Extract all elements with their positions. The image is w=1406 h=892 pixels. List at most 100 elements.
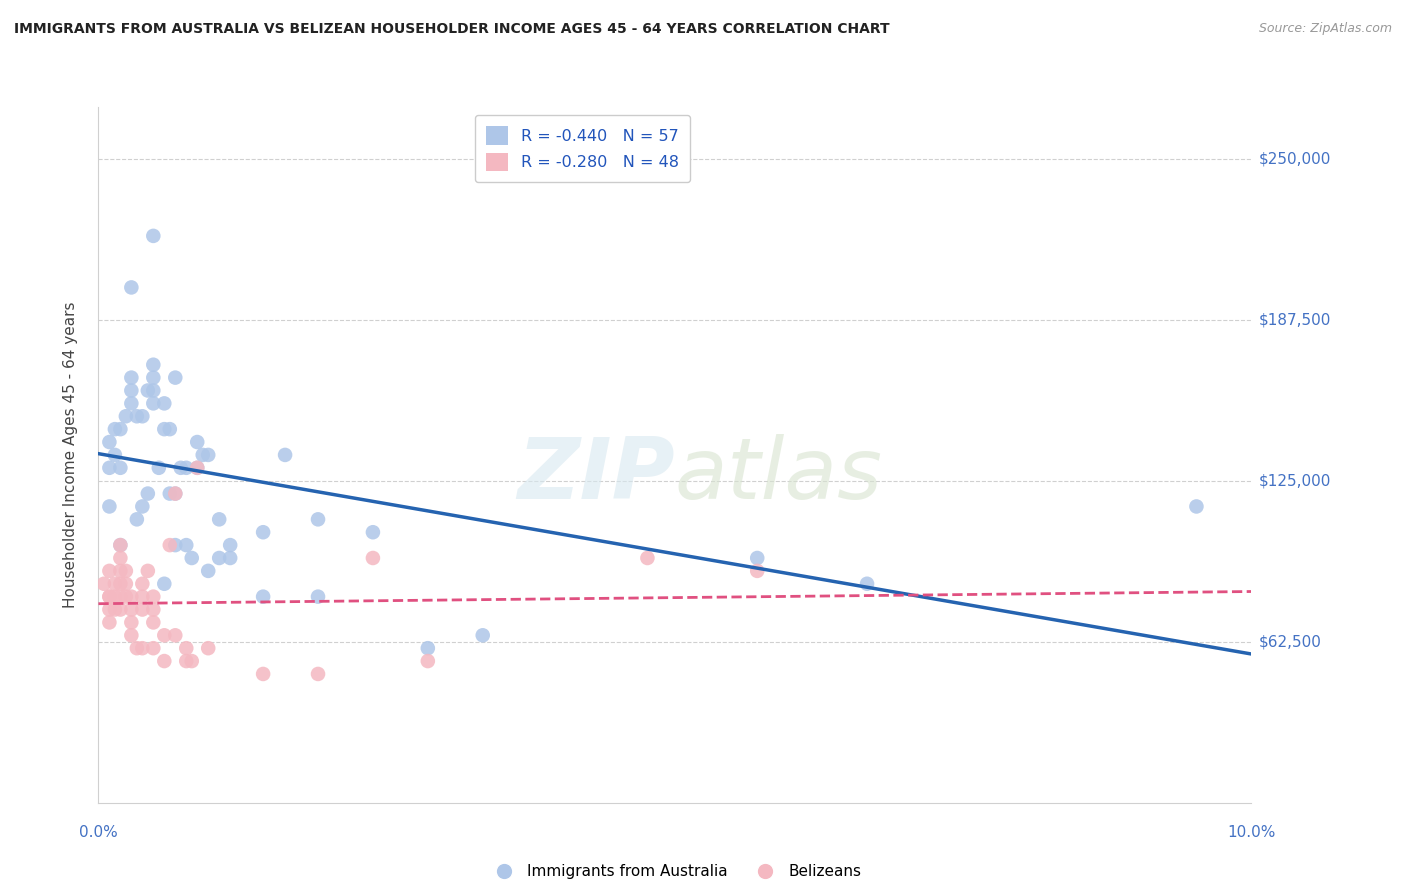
Point [104, 422, 127, 436]
Point [219, 538, 242, 552]
Point [115, 590, 138, 604]
Point [115, 409, 138, 424]
Point [159, 422, 181, 436]
Point [307, 512, 329, 526]
Point [98, 590, 121, 604]
Point [252, 525, 274, 540]
Point [274, 448, 297, 462]
Point [110, 460, 132, 475]
Point [208, 551, 231, 566]
Text: $62,500: $62,500 [1258, 634, 1322, 649]
Point [148, 460, 170, 475]
Point [110, 602, 132, 616]
Y-axis label: Householder Income Ages 45 - 64 years: Householder Income Ages 45 - 64 years [63, 301, 77, 608]
Point [471, 628, 494, 642]
Point [159, 538, 181, 552]
Point [197, 448, 219, 462]
Point [1185, 500, 1208, 514]
Point [142, 384, 165, 398]
Point [136, 564, 159, 578]
Point [98, 602, 121, 616]
Text: Source: ZipAtlas.com: Source: ZipAtlas.com [1258, 22, 1392, 36]
Point [142, 396, 165, 410]
Point [636, 551, 658, 566]
Point [159, 486, 181, 500]
Point [361, 551, 384, 566]
Point [110, 576, 132, 591]
Point [142, 602, 165, 616]
Point [98, 500, 121, 514]
Point [120, 396, 142, 410]
Point [186, 460, 208, 475]
Point [180, 654, 202, 668]
Text: 10.0%: 10.0% [1227, 825, 1275, 840]
Point [416, 654, 439, 668]
Point [361, 525, 384, 540]
Point [153, 422, 176, 436]
Point [125, 409, 148, 424]
Point [120, 590, 142, 604]
Point [93, 576, 115, 591]
Text: atlas: atlas [675, 434, 883, 517]
Point [110, 538, 132, 552]
Point [98, 460, 121, 475]
Point [120, 384, 142, 398]
Point [191, 448, 214, 462]
Point [136, 384, 159, 398]
Point [125, 641, 148, 656]
Point [98, 615, 121, 630]
Point [104, 590, 127, 604]
Point [165, 628, 187, 642]
Point [131, 590, 153, 604]
Point [219, 551, 242, 566]
Point [174, 654, 197, 668]
Point [174, 538, 197, 552]
Point [174, 641, 197, 656]
Text: $125,000: $125,000 [1258, 473, 1330, 488]
Point [98, 590, 121, 604]
Point [104, 576, 127, 591]
Point [142, 590, 165, 604]
Point [142, 370, 165, 384]
Point [153, 396, 176, 410]
Point [197, 641, 219, 656]
Point [115, 564, 138, 578]
Point [120, 602, 142, 616]
Point [98, 435, 121, 450]
Point [747, 564, 769, 578]
Point [131, 602, 153, 616]
Text: $250,000: $250,000 [1258, 151, 1330, 166]
Point [856, 576, 879, 591]
Point [120, 370, 142, 384]
Point [153, 628, 176, 642]
Point [131, 576, 153, 591]
Legend: Immigrants from Australia, Belizeans: Immigrants from Australia, Belizeans [482, 858, 868, 886]
Point [747, 551, 769, 566]
Point [98, 564, 121, 578]
Point [186, 460, 208, 475]
Point [142, 615, 165, 630]
Point [174, 460, 197, 475]
Point [165, 486, 187, 500]
Point [180, 551, 202, 566]
Point [110, 422, 132, 436]
Point [197, 564, 219, 578]
Point [110, 590, 132, 604]
Point [110, 564, 132, 578]
Point [165, 538, 187, 552]
Point [142, 228, 165, 243]
Point [110, 538, 132, 552]
Point [110, 551, 132, 566]
Point [131, 641, 153, 656]
Text: $187,500: $187,500 [1258, 312, 1330, 327]
Point [307, 667, 329, 681]
Point [104, 448, 127, 462]
Point [142, 641, 165, 656]
Point [125, 512, 148, 526]
Point [416, 641, 439, 656]
Point [136, 486, 159, 500]
Point [120, 615, 142, 630]
Point [307, 590, 329, 604]
Point [153, 654, 176, 668]
Point [170, 460, 193, 475]
